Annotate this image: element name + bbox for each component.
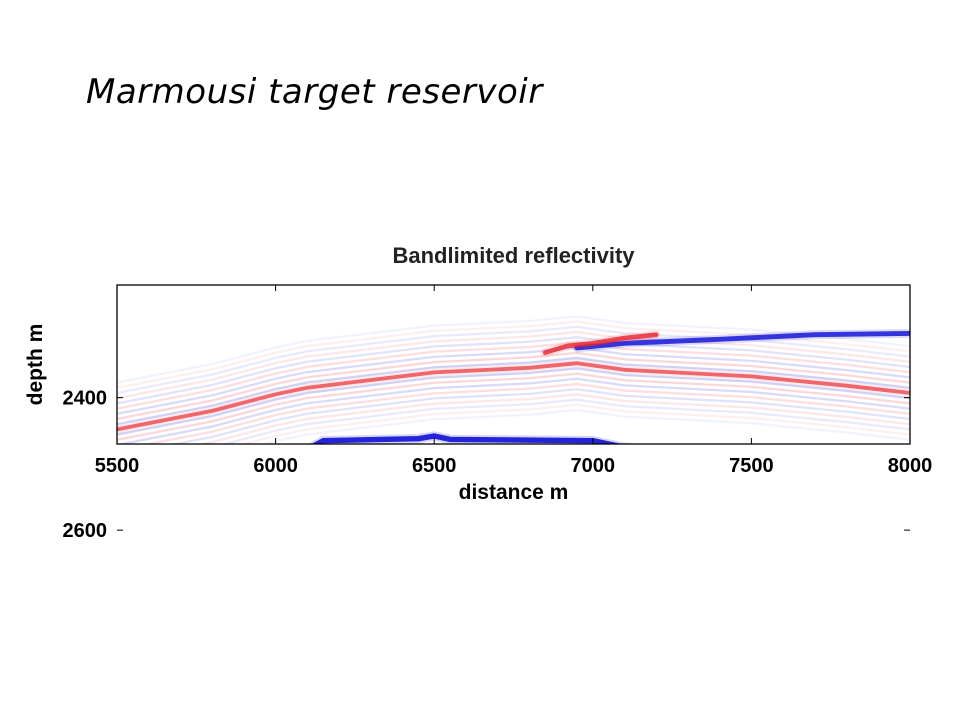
- y-tick-label: 2600: [63, 520, 108, 542]
- background-ringing: [117, 351, 910, 421]
- background-ringing: [117, 554, 910, 620]
- background-ringing: [117, 325, 910, 395]
- background-ringing: [117, 580, 910, 646]
- background-ringing: [220, 398, 910, 444]
- background-ringing: [117, 508, 910, 574]
- background-ringing: [117, 544, 910, 610]
- reflector-5: [117, 539, 910, 605]
- slide-title: Marmousi target reservoir: [86, 72, 543, 112]
- background-ringing: [117, 523, 910, 589]
- background-ringing: [260, 408, 910, 444]
- x-tick-label: 6000: [253, 455, 298, 477]
- background-ringing: [169, 388, 910, 444]
- background-ringing: [117, 565, 910, 631]
- background-ringing: [117, 346, 910, 415]
- x-tick-label: 5500: [95, 455, 140, 477]
- x-tick-label: 8000: [888, 455, 933, 477]
- background-ringing: [117, 356, 910, 426]
- x-tick-label: 7500: [729, 455, 774, 477]
- chart-title: Bandlimited reflectivity: [392, 243, 635, 268]
- x-axis-label: distance m: [459, 481, 569, 504]
- background-ringing: [117, 513, 910, 579]
- background-ringing: [196, 393, 910, 444]
- reflector-2: [117, 361, 910, 432]
- background-ringing: [117, 341, 910, 410]
- background-ringing: [117, 560, 910, 626]
- background-ringing: [117, 518, 910, 584]
- y-axis-label: depth m: [24, 324, 47, 406]
- background-ringing: [117, 534, 910, 600]
- reflector-layer: [117, 315, 910, 652]
- x-axis: 5500 6000 6500 7000 7500 8000: [95, 285, 933, 477]
- reflector-4: [542, 332, 659, 355]
- background-ringing: [117, 586, 910, 652]
- background-ringing: [117, 528, 910, 594]
- background-ringing: [117, 570, 910, 636]
- reflector-halo: [117, 539, 910, 605]
- background-ringing: [143, 382, 910, 444]
- y-axis: 2400 2600: [63, 388, 910, 542]
- plot-frame: [116, 284, 911, 445]
- x-tick-label: 7000: [571, 455, 616, 477]
- background-ringing: [117, 549, 910, 615]
- background-ringing: [240, 403, 910, 444]
- y-tick-label: 2400: [63, 388, 108, 410]
- background-ringing: [117, 575, 910, 641]
- background-ringing: [117, 367, 910, 436]
- background-ringing: [117, 497, 910, 563]
- background-ringing: [117, 315, 910, 384]
- background-ringing: [117, 377, 910, 444]
- background-ringing: [117, 336, 910, 405]
- reflector-3: [574, 330, 910, 351]
- plot-area: [117, 285, 910, 444]
- x-tick-label: 6500: [412, 455, 457, 477]
- background-ringing: [117, 372, 910, 441]
- background-ringing: [117, 330, 910, 400]
- background-ringing: [117, 502, 910, 568]
- reflector-0: [311, 433, 622, 444]
